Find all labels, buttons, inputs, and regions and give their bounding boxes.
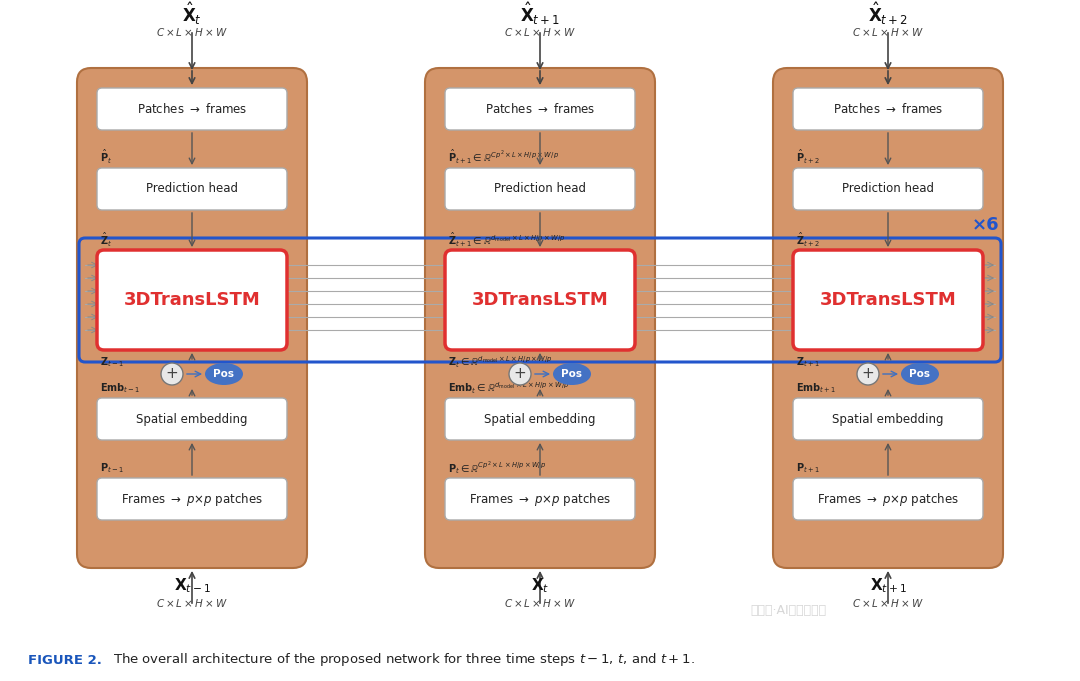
Text: $\mathbf{Z}_{t+1}$: $\mathbf{Z}_{t+1}$: [796, 355, 820, 369]
Ellipse shape: [205, 363, 243, 385]
FancyBboxPatch shape: [793, 398, 983, 440]
Text: $\hat{\mathbf{Z}}_t$: $\hat{\mathbf{Z}}_t$: [100, 231, 112, 249]
FancyBboxPatch shape: [97, 250, 287, 350]
Text: $\mathbf{Emb}_{t-1}$: $\mathbf{Emb}_{t-1}$: [100, 381, 140, 395]
Text: $\mathbf{P}_{t+1}$: $\mathbf{P}_{t+1}$: [796, 461, 820, 475]
FancyBboxPatch shape: [97, 88, 287, 130]
FancyBboxPatch shape: [97, 168, 287, 210]
Text: Prediction head: Prediction head: [146, 183, 238, 195]
FancyBboxPatch shape: [445, 168, 635, 210]
Text: Patches $\rightarrow$ frames: Patches $\rightarrow$ frames: [833, 102, 943, 116]
Text: $\hat{\mathbf{P}}_{t+2}$: $\hat{\mathbf{P}}_{t+2}$: [796, 148, 820, 166]
Text: 公众号·AI科研技术派: 公众号·AI科研技术派: [750, 603, 826, 616]
Text: $C \times L \times H \times W$: $C \times L \times H \times W$: [157, 26, 228, 38]
Text: $\mathbf{X}_{t}$: $\mathbf{X}_{t}$: [530, 577, 550, 595]
Text: $\mathbf{X}_{t+1}$: $\mathbf{X}_{t+1}$: [869, 577, 906, 595]
Text: Spatial embedding: Spatial embedding: [136, 413, 247, 426]
Text: Frames $\rightarrow$ $p{\times}p$ patches: Frames $\rightarrow$ $p{\times}p$ patche…: [818, 490, 959, 507]
Text: 3DTransLSTM: 3DTransLSTM: [472, 291, 608, 309]
Text: $C \times L \times H \times W$: $C \times L \times H \times W$: [852, 26, 923, 38]
Text: Spatial embedding: Spatial embedding: [833, 413, 944, 426]
Circle shape: [509, 363, 531, 385]
FancyBboxPatch shape: [445, 88, 635, 130]
Text: $\hat{\mathbf{P}}_t$: $\hat{\mathbf{P}}_t$: [100, 148, 112, 166]
Text: Spatial embedding: Spatial embedding: [484, 413, 596, 426]
Text: Prediction head: Prediction head: [494, 183, 586, 195]
Text: 3DTransLSTM: 3DTransLSTM: [123, 291, 260, 309]
Text: +: +: [514, 366, 526, 381]
Text: $\mathbf{P}_{t} \in \mathbb{R}^{Cp^2 \times L \times H/p \times W/p}$: $\mathbf{P}_{t} \in \mathbb{R}^{Cp^2 \ti…: [448, 460, 546, 477]
Text: Prediction head: Prediction head: [842, 183, 934, 195]
Text: $\hat{\mathbf{X}}_{t+2}$: $\hat{\mathbf{X}}_{t+2}$: [868, 1, 908, 27]
FancyBboxPatch shape: [793, 168, 983, 210]
Ellipse shape: [901, 363, 939, 385]
Text: The overall architecture of the proposed network for three time steps $t-1$, $t$: The overall architecture of the proposed…: [113, 652, 694, 669]
Text: Frames $\rightarrow$ $p{\times}p$ patches: Frames $\rightarrow$ $p{\times}p$ patche…: [121, 490, 262, 507]
Text: $C \times L \times H \times W$: $C \times L \times H \times W$: [852, 597, 923, 609]
Circle shape: [858, 363, 879, 385]
FancyBboxPatch shape: [445, 398, 635, 440]
FancyBboxPatch shape: [773, 68, 1003, 568]
Text: $\mathbf{Emb}_{t+1}$: $\mathbf{Emb}_{t+1}$: [796, 381, 837, 395]
Text: $\mathbf{Emb}_{t} \in \mathbb{R}^{d_{\mathrm{model}} \times L \times H/p \times : $\mathbf{Emb}_{t} \in \mathbb{R}^{d_{\ma…: [448, 380, 569, 396]
FancyBboxPatch shape: [426, 68, 654, 568]
Text: $\mathbf{Z}_{t} \in \mathbb{R}^{d_{\mathrm{model}} \times L \times H/p \times W/: $\mathbf{Z}_{t} \in \mathbb{R}^{d_{\math…: [448, 354, 553, 370]
Text: $\mathbf{Z}_{t-1}$: $\mathbf{Z}_{t-1}$: [100, 355, 124, 369]
Text: $\hat{\mathbf{Z}}_{t+1} \in \mathbb{R}^{d_{\mathrm{model}} \times L \times H/p \: $\hat{\mathbf{Z}}_{t+1} \in \mathbb{R}^{…: [448, 231, 566, 249]
FancyBboxPatch shape: [97, 398, 287, 440]
Text: $C \times L \times H \times W$: $C \times L \times H \times W$: [504, 26, 576, 38]
Text: ×6: ×6: [971, 216, 999, 234]
Text: Pos: Pos: [562, 369, 582, 379]
Text: Patches $\rightarrow$ frames: Patches $\rightarrow$ frames: [485, 102, 595, 116]
Text: Frames $\rightarrow$ $p{\times}p$ patches: Frames $\rightarrow$ $p{\times}p$ patche…: [469, 490, 611, 507]
FancyBboxPatch shape: [793, 88, 983, 130]
FancyBboxPatch shape: [445, 478, 635, 520]
Text: +: +: [165, 366, 178, 381]
FancyBboxPatch shape: [445, 250, 635, 350]
Text: $\hat{\mathbf{P}}_{t+1} \in \mathbb{R}^{Cp^2 \times L \times H/p \times W/p}$: $\hat{\mathbf{P}}_{t+1} \in \mathbb{R}^{…: [448, 148, 559, 166]
Text: Patches $\rightarrow$ frames: Patches $\rightarrow$ frames: [137, 102, 247, 116]
Text: $C \times L \times H \times W$: $C \times L \times H \times W$: [504, 597, 576, 609]
Text: $\mathbf{P}_{t-1}$: $\mathbf{P}_{t-1}$: [100, 461, 124, 475]
Text: Pos: Pos: [909, 369, 931, 379]
FancyBboxPatch shape: [793, 250, 983, 350]
Circle shape: [161, 363, 183, 385]
Text: +: +: [862, 366, 875, 381]
Ellipse shape: [553, 363, 591, 385]
Text: $\hat{\mathbf{Z}}_{t+2}$: $\hat{\mathbf{Z}}_{t+2}$: [796, 231, 820, 249]
Text: FIGURE 2.: FIGURE 2.: [28, 654, 102, 667]
FancyBboxPatch shape: [77, 68, 307, 568]
Text: $C \times L \times H \times W$: $C \times L \times H \times W$: [157, 597, 228, 609]
FancyBboxPatch shape: [97, 478, 287, 520]
Text: $\mathbf{X}_{t-1}$: $\mathbf{X}_{t-1}$: [174, 577, 211, 595]
Text: Pos: Pos: [214, 369, 234, 379]
Text: 3DTransLSTM: 3DTransLSTM: [820, 291, 957, 309]
Text: $\hat{\mathbf{X}}_t$: $\hat{\mathbf{X}}_t$: [183, 1, 202, 27]
Text: $\hat{\mathbf{X}}_{t+1}$: $\hat{\mathbf{X}}_{t+1}$: [519, 1, 561, 27]
FancyBboxPatch shape: [793, 478, 983, 520]
